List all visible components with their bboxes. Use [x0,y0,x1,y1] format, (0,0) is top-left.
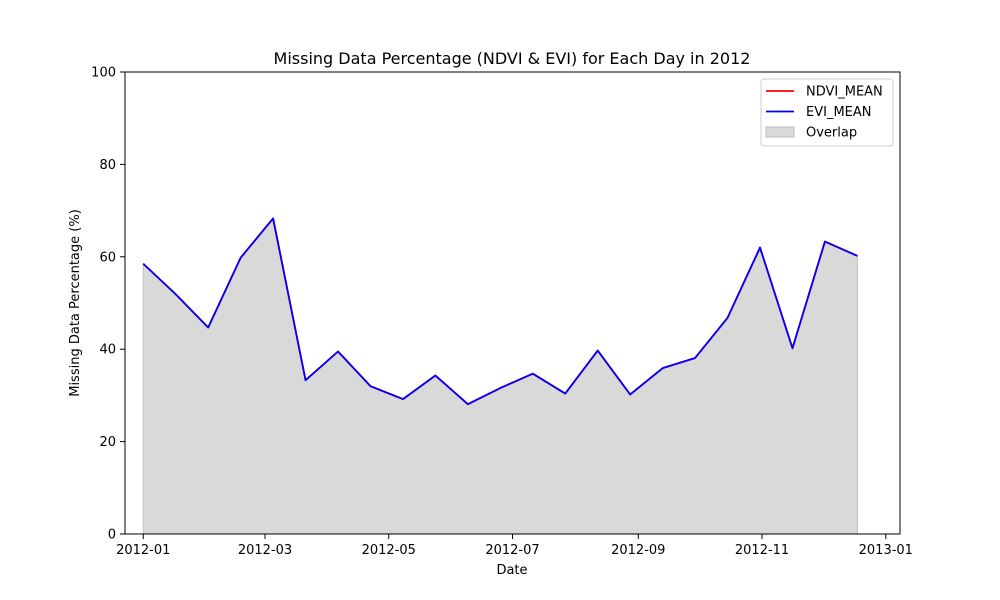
y-tick-label: 80 [99,158,116,173]
y-tick-label: 100 [91,66,116,81]
y-tick-label: 0 [108,528,116,543]
y-axis: 0 20 40 60 80 100 [91,66,125,543]
x-axis: 2012-01 2012-03 2012-05 2012-07 2012-09 2012-… [116,534,913,558]
overlap-area [142,217,858,535]
y-tick-label: 20 [99,435,116,450]
x-tick-label: 2012-07 [485,543,539,558]
x-tick-label: 2012-09 [611,543,665,558]
series-line-evi-mean [142,217,858,406]
legend: NDVI_MEAN EVI_MEAN Overlap [760,78,894,147]
legend-evi-mean-label: EVI_MEAN [806,105,872,120]
plot-area [142,217,858,535]
x-tick-label: 2012-03 [238,543,292,558]
legend-ndvi-mean-label: NDVI_MEAN [806,85,883,100]
x-tick-label: 2012-05 [362,543,416,558]
x-tick-label: 2012-11 [735,543,789,558]
legend-overlap-swatch [765,126,795,138]
x-tick-label: 2012-01 [116,543,170,558]
x-tick-label: 2013-01 [859,543,913,558]
legend-overlap-label: Overlap [806,126,857,141]
y-axis-title: Missing Data Percentage (%) [68,209,83,397]
x-axis-title: Date [496,563,527,578]
y-tick-label: 60 [99,250,116,265]
y-tick-label: 40 [99,343,116,358]
chart-title: Missing Data Percentage (NDVI & EVI) for… [274,49,751,68]
